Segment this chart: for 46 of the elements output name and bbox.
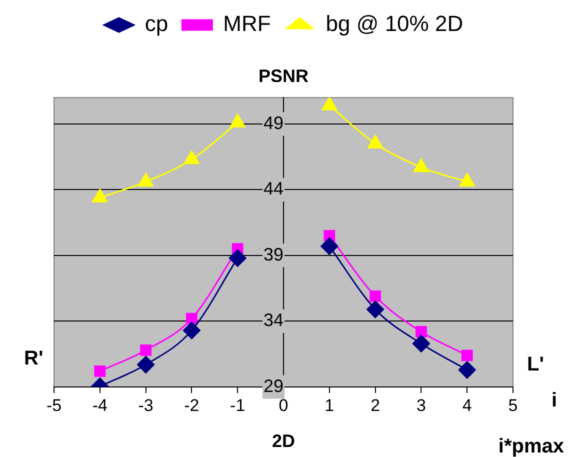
- point: [416, 326, 427, 338]
- point: [368, 134, 383, 148]
- x-tick-label: 0: [278, 396, 288, 415]
- point: [414, 158, 429, 172]
- x-tick-label: 2: [370, 396, 380, 415]
- y-tick-label: 39: [263, 244, 284, 264]
- point: [184, 150, 200, 164]
- y-tick-label: 49: [263, 112, 284, 133]
- point: [92, 188, 108, 202]
- point: [366, 300, 384, 318]
- text: i: [551, 390, 557, 412]
- x-tick-label: -2: [184, 396, 200, 415]
- x-tick-label: -5: [46, 396, 62, 415]
- point: [228, 249, 246, 267]
- point: [458, 361, 476, 379]
- point: [459, 173, 475, 187]
- point: [140, 344, 152, 356]
- legend-label: cp: [144, 11, 168, 36]
- point: [230, 114, 246, 128]
- chart-title: PSNR: [258, 66, 309, 86]
- point: [320, 237, 338, 255]
- point: [322, 98, 338, 110]
- x-tick-label: -1: [230, 396, 246, 415]
- text: R': [24, 348, 44, 370]
- y-tick-label: 44: [263, 178, 284, 199]
- y-tick-label: 34: [263, 310, 284, 330]
- point: [94, 366, 106, 377]
- point: [138, 173, 154, 187]
- x-axis-title: 2D: [272, 431, 296, 452]
- legend-label: MRF: [223, 11, 271, 36]
- point: [137, 356, 155, 374]
- text: i*pmax: [498, 436, 564, 457]
- y-tick-label: 29: [263, 376, 284, 396]
- x-tick-label: 5: [508, 396, 518, 415]
- point: [370, 290, 381, 302]
- point: [412, 334, 430, 352]
- point: [461, 350, 473, 362]
- point: [186, 312, 198, 324]
- point: [182, 322, 200, 340]
- x-tick-label: 1: [324, 396, 334, 415]
- x-tick-label: -3: [138, 396, 154, 415]
- legend-label: bg @ 10% 2D: [326, 11, 464, 36]
- x-tick-label: 4: [462, 396, 472, 415]
- text: L': [527, 354, 544, 376]
- x-tick-label: 3: [416, 396, 426, 415]
- x-tick-label: -4: [92, 396, 108, 415]
